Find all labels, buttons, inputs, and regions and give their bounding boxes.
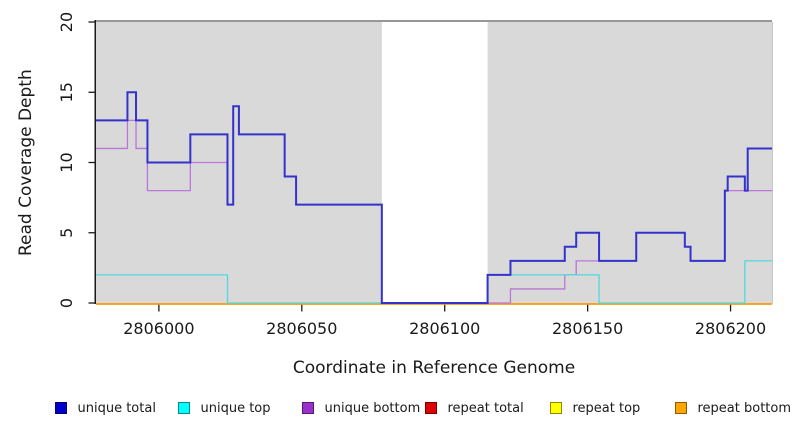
coverage-gap-region <box>381 22 488 304</box>
legend-item-unique-total: unique total <box>55 399 156 417</box>
series-unique-total <box>96 91 772 304</box>
series-unique-top <box>96 260 772 304</box>
legend-item-repeat-top: repeat top <box>550 399 640 417</box>
legend-item-unique-top: unique top <box>178 399 271 417</box>
x-tick-label: 2806150 <box>552 319 623 338</box>
legend: unique total unique top unique bottom repea… <box>0 399 792 419</box>
legend-swatch-unique-bottom <box>302 402 314 414</box>
x-tick-label: 2806050 <box>266 319 337 338</box>
legend-label: repeat total <box>447 400 524 416</box>
legend-item-unique-bottom: unique bottom <box>302 399 420 417</box>
legend-swatch-unique-total <box>55 402 67 414</box>
legend-swatch-unique-top <box>178 402 190 414</box>
legend-swatch-repeat-total <box>425 402 437 414</box>
y-tick-label: 10 <box>57 152 76 172</box>
legend-label: unique total <box>77 400 156 416</box>
y-tick-label: 5 <box>57 228 76 238</box>
legend-label: repeat bottom <box>697 400 792 416</box>
y-tick-label: 15 <box>57 82 76 102</box>
x-tick-label: 2806100 <box>409 319 480 338</box>
x-axis-title: Coordinate in Reference Genome <box>292 358 576 378</box>
legend-item-repeat-total: repeat total <box>425 399 524 417</box>
legend-swatch-repeat-top <box>550 402 562 414</box>
x-tick-label: 2806000 <box>123 319 194 338</box>
y-axis-title: Read Coverage Depth <box>16 69 36 256</box>
legend-item-repeat-bottom: repeat bottom <box>675 399 791 417</box>
y-tick-label: 20 <box>57 12 76 32</box>
y-tick-label: 0 <box>57 298 76 308</box>
legend-label: unique top <box>200 400 271 416</box>
x-tick-label: 2806200 <box>695 319 766 338</box>
legend-swatch-repeat-bottom <box>675 402 687 414</box>
legend-label: unique bottom <box>324 400 421 416</box>
legend-label: repeat top <box>572 400 641 416</box>
